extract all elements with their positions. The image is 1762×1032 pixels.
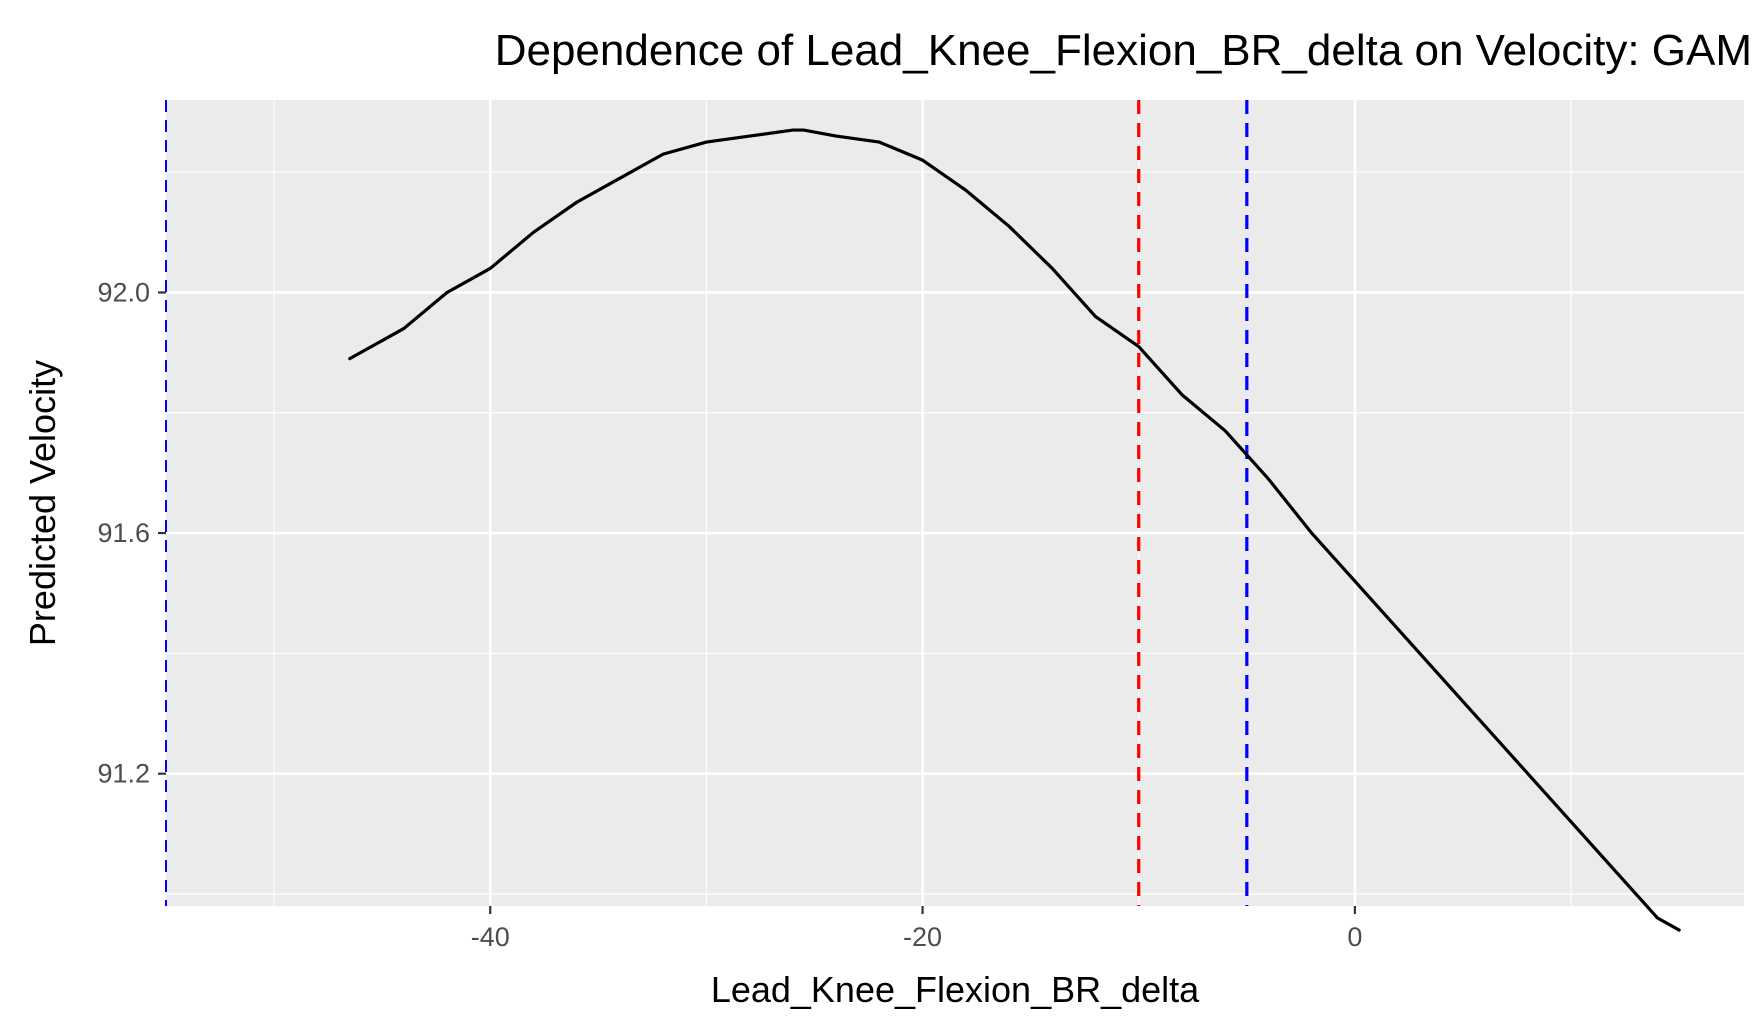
y-tick-label: 92.0 — [97, 277, 150, 307]
series-lines — [348, 128, 1681, 932]
series-line-1 — [348, 128, 1681, 932]
major-gridlines — [166, 100, 1744, 906]
x-axis-title: Lead_Knee_Flexion_BR_delta — [711, 969, 1200, 1010]
y-tick-label: 91.6 — [97, 518, 150, 548]
plot-panel — [166, 100, 1744, 906]
x-tick-label: -40 — [471, 922, 510, 952]
x-axis: -40 -20 0 — [471, 906, 1362, 952]
x-tick-label: 0 — [1347, 922, 1362, 952]
chart-title: Dependence of Lead_Knee_Flexion_BR_delta… — [495, 26, 1752, 75]
y-axis: 91.2 91.6 92.0 — [97, 277, 166, 789]
reference-lines — [165, 100, 1249, 906]
x-tick-label: -20 — [903, 922, 942, 952]
y-tick-label: 91.2 — [97, 759, 150, 789]
y-axis-title: Predicted Velocity — [22, 360, 63, 646]
